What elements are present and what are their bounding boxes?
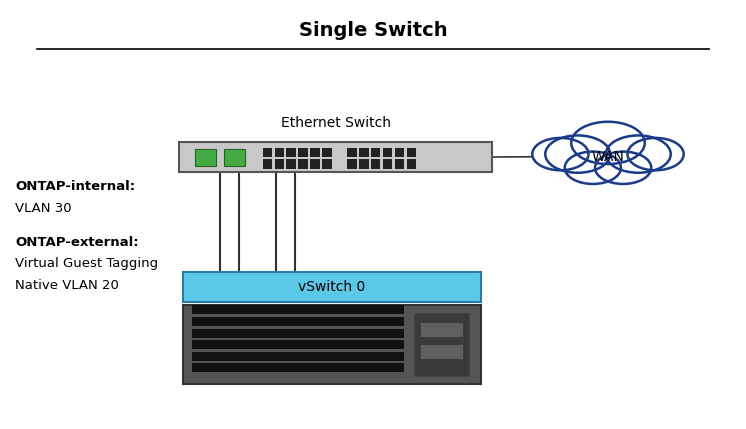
FancyBboxPatch shape [263,159,272,169]
FancyBboxPatch shape [275,148,284,157]
FancyBboxPatch shape [371,159,380,169]
FancyBboxPatch shape [395,159,404,169]
Circle shape [606,136,671,173]
FancyBboxPatch shape [195,149,216,166]
FancyBboxPatch shape [298,159,308,169]
Text: WAN: WAN [592,150,624,163]
Text: Virtual Guest Tagging: Virtual Guest Tagging [15,257,158,270]
FancyBboxPatch shape [275,159,284,169]
FancyBboxPatch shape [414,313,469,376]
FancyBboxPatch shape [263,148,272,157]
Text: VLAN 30: VLAN 30 [15,202,72,214]
FancyBboxPatch shape [421,323,463,337]
Circle shape [532,138,589,170]
FancyBboxPatch shape [192,329,404,338]
Circle shape [595,151,651,184]
FancyBboxPatch shape [179,142,492,172]
Circle shape [571,122,645,164]
FancyBboxPatch shape [298,148,308,157]
Text: ONTAP-external:: ONTAP-external: [15,236,139,249]
FancyBboxPatch shape [192,352,404,361]
FancyBboxPatch shape [183,305,481,384]
Circle shape [627,138,683,170]
FancyBboxPatch shape [347,148,357,157]
FancyBboxPatch shape [359,159,369,169]
FancyBboxPatch shape [192,305,404,314]
FancyBboxPatch shape [359,148,369,157]
FancyBboxPatch shape [395,148,404,157]
FancyBboxPatch shape [192,363,404,372]
FancyBboxPatch shape [192,340,404,349]
Text: vSwitch 0: vSwitch 0 [298,280,366,294]
FancyBboxPatch shape [286,148,296,157]
FancyBboxPatch shape [383,159,392,169]
FancyBboxPatch shape [183,272,481,302]
FancyBboxPatch shape [421,345,463,359]
FancyBboxPatch shape [310,159,320,169]
FancyBboxPatch shape [322,148,332,157]
FancyBboxPatch shape [407,159,416,169]
FancyBboxPatch shape [383,148,392,157]
FancyBboxPatch shape [286,159,296,169]
FancyBboxPatch shape [310,148,320,157]
Text: Native VLAN 20: Native VLAN 20 [15,279,119,292]
FancyBboxPatch shape [347,159,357,169]
Text: ONTAP-internal:: ONTAP-internal: [15,180,135,193]
FancyBboxPatch shape [407,148,416,157]
FancyBboxPatch shape [224,149,245,166]
FancyBboxPatch shape [371,148,380,157]
Text: Single Switch: Single Switch [298,21,448,39]
Circle shape [545,136,610,173]
Text: Ethernet Switch: Ethernet Switch [280,115,391,130]
FancyBboxPatch shape [192,317,404,326]
Circle shape [565,151,621,184]
FancyBboxPatch shape [322,159,332,169]
